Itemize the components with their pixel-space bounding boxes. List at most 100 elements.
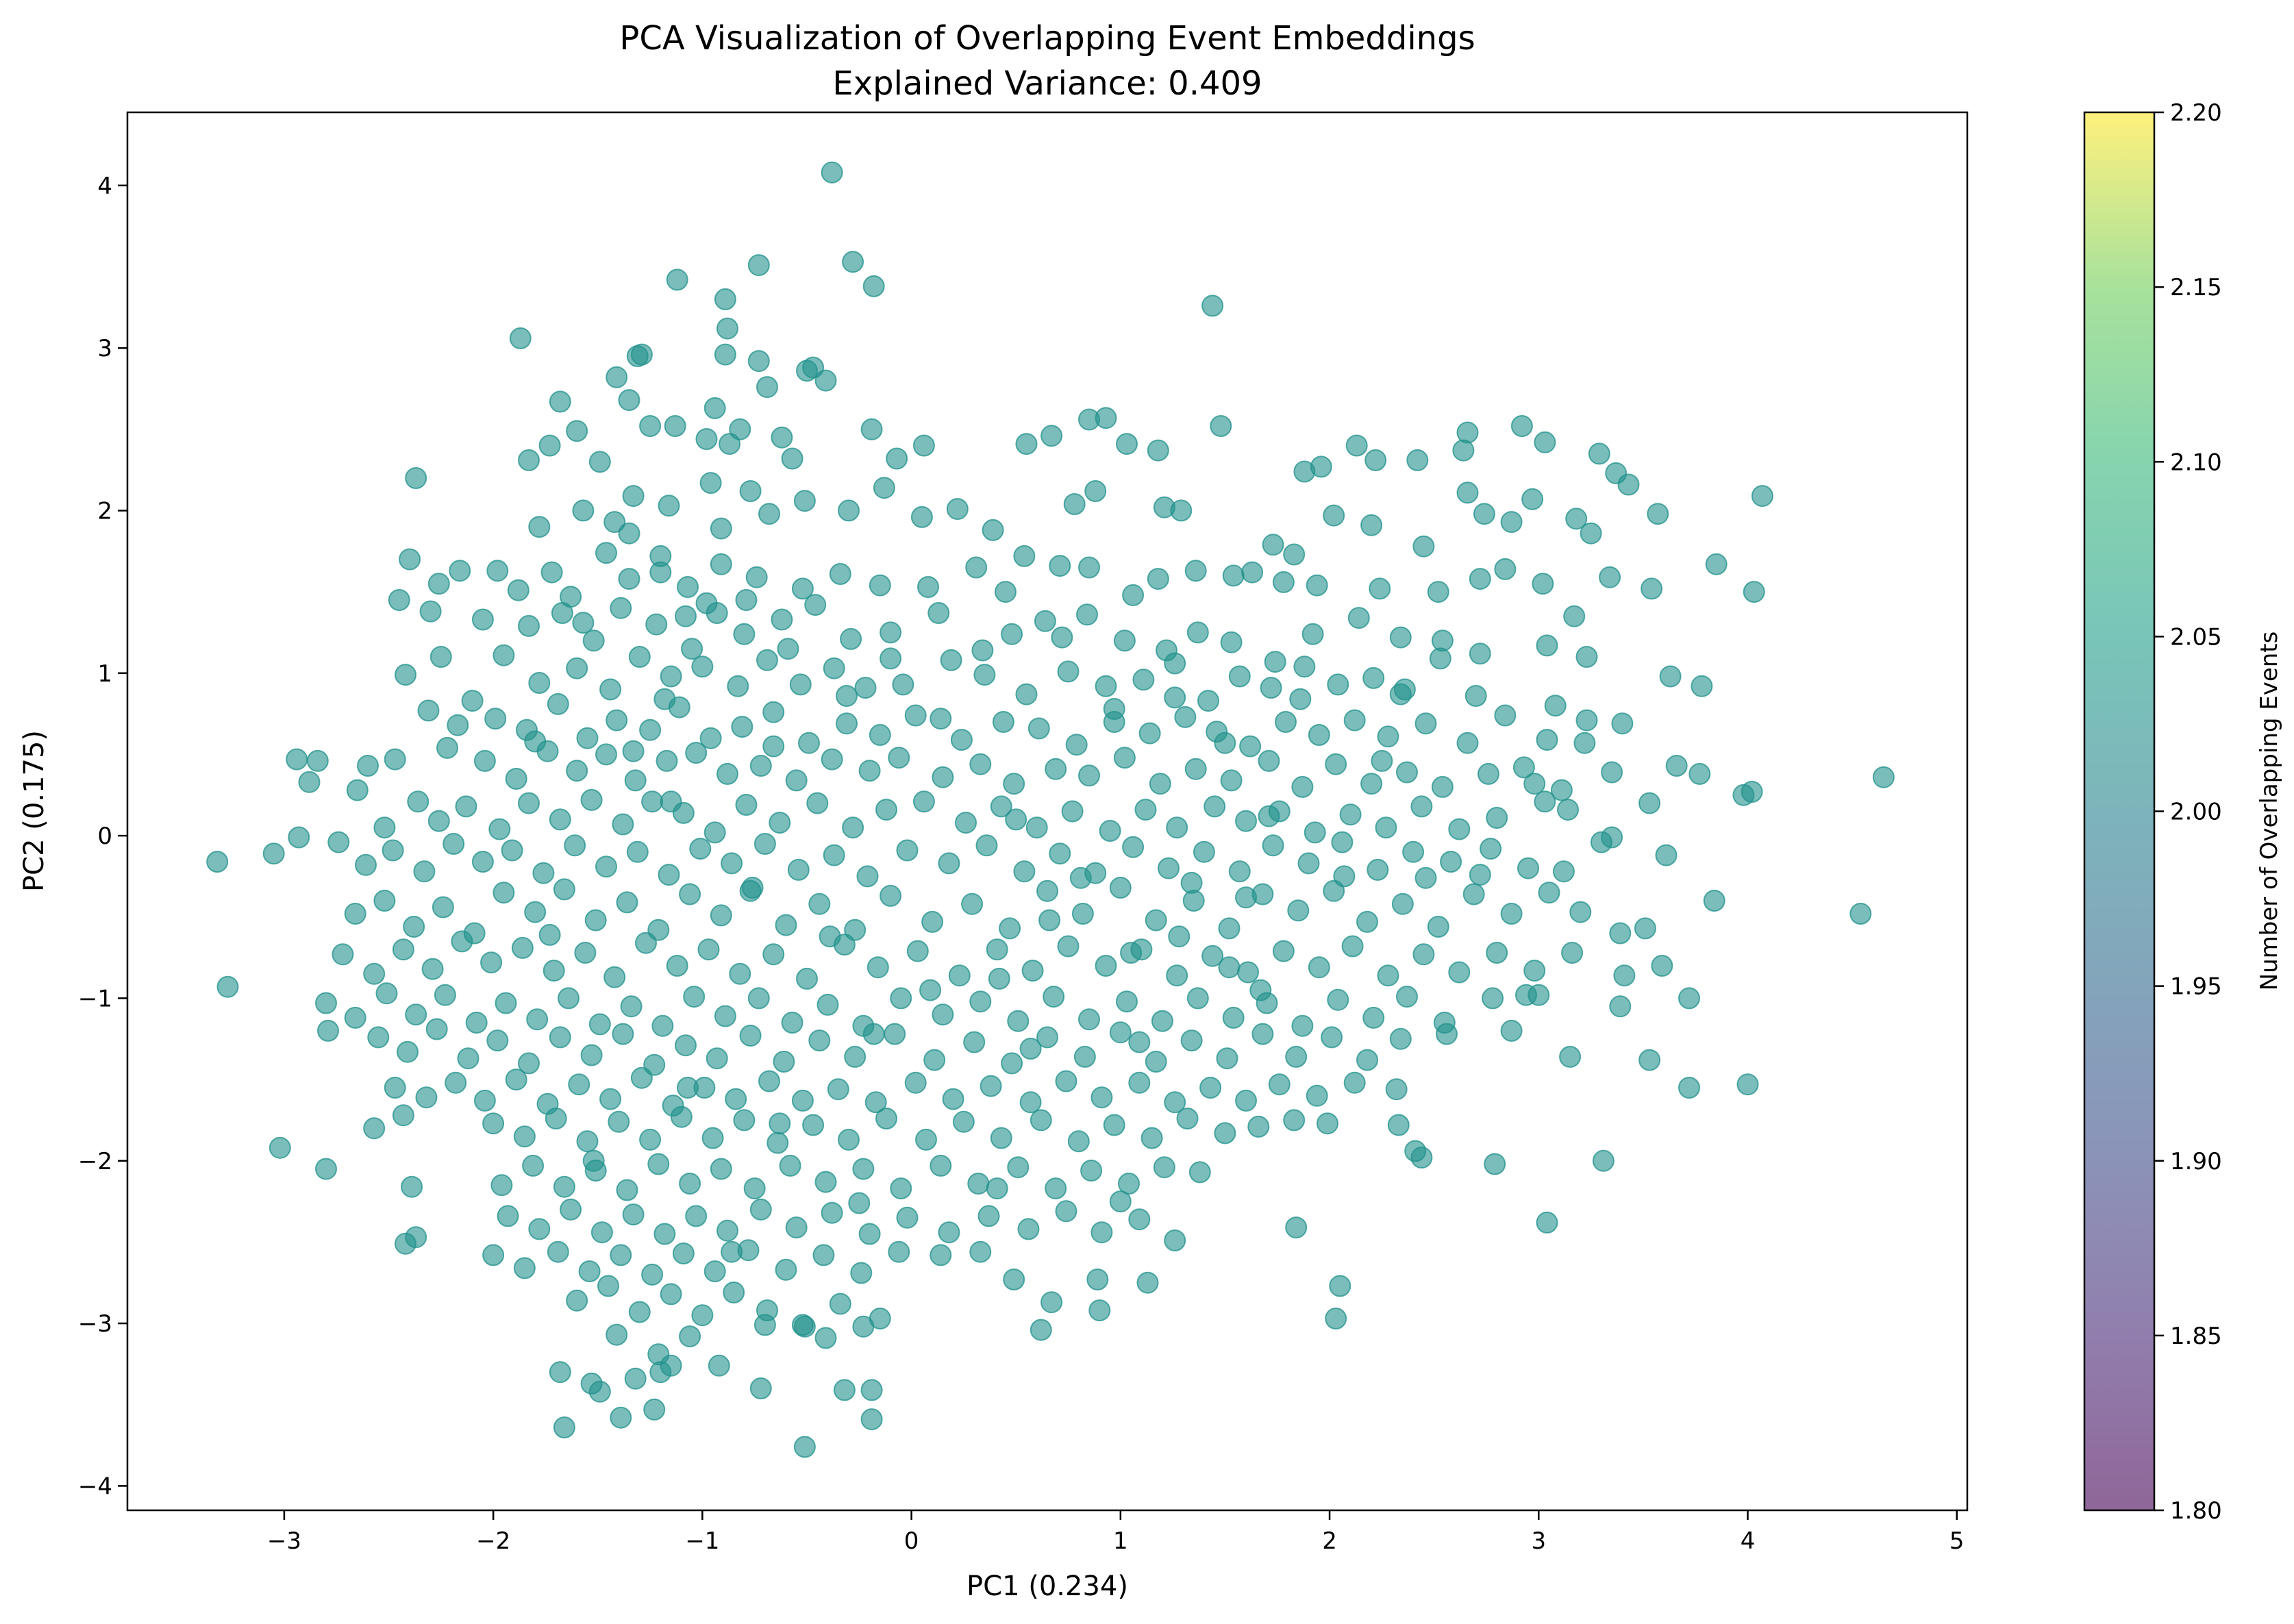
data-point (1402, 840, 1425, 863)
data-point (612, 813, 634, 836)
data-point (948, 964, 971, 987)
colorbar: 1.80 1.85 1.90 1.95 2.00 2.05 2.10 2.15 2.20 Num… (2083, 99, 2283, 1525)
data-point (1045, 758, 1067, 780)
data-point (1262, 534, 1284, 556)
data-point (1174, 705, 1197, 728)
data-point (344, 1006, 366, 1029)
data-point (1086, 1269, 1109, 1290)
data-point (206, 851, 229, 873)
data-point (1389, 626, 1412, 649)
data-point (1262, 834, 1284, 857)
data-point (1168, 925, 1190, 948)
data-point (635, 932, 657, 954)
data-point (888, 1240, 910, 1263)
data-point (749, 1198, 772, 1221)
data-point (969, 753, 992, 775)
data-point (566, 420, 588, 442)
data-point (1109, 1021, 1132, 1044)
data-point (656, 749, 678, 772)
data-point (1360, 514, 1383, 536)
data-point (710, 517, 732, 540)
data-point (1688, 762, 1711, 785)
data-point (1469, 864, 1491, 886)
data-point (1235, 1089, 1257, 1112)
data-point (618, 389, 640, 412)
data-point (814, 369, 837, 392)
data-point (791, 577, 814, 600)
data-point (1469, 568, 1491, 590)
data-point (1456, 482, 1479, 504)
data-point (436, 736, 458, 759)
data-point (528, 516, 551, 538)
data-point (599, 678, 622, 701)
data-point (1659, 665, 1682, 688)
data-point (739, 1025, 762, 1047)
data-point (417, 699, 440, 722)
data-point (1329, 1275, 1351, 1297)
data-point (628, 646, 651, 668)
data-point (1063, 493, 1086, 515)
data-point (618, 522, 640, 545)
data-point (1339, 803, 1362, 826)
data-point (549, 390, 571, 413)
data-point (518, 792, 540, 814)
data-point (599, 1088, 622, 1110)
data-point (1484, 1153, 1506, 1175)
data-point (884, 1023, 906, 1045)
colorbar-tick-label: 2.05 (2170, 623, 2222, 651)
data-point (1201, 945, 1224, 967)
data-point (756, 376, 778, 399)
data-point (1151, 1010, 1173, 1032)
data-point (1283, 1109, 1306, 1132)
data-point (610, 597, 632, 619)
data-point (1134, 799, 1157, 821)
data-point (445, 1071, 467, 1094)
data-point (1436, 1023, 1458, 1045)
data-point (1045, 1177, 1067, 1200)
data-point (1500, 511, 1523, 534)
data-point (505, 768, 527, 790)
data-point (618, 568, 640, 590)
data-point (1377, 964, 1399, 987)
data-point (1565, 508, 1588, 530)
data-point (864, 1091, 887, 1114)
data-point (942, 1088, 964, 1110)
data-point (1347, 607, 1370, 629)
data-point (1414, 712, 1437, 735)
data-point (405, 467, 427, 489)
data-point (735, 794, 758, 816)
data-point (482, 1112, 505, 1135)
data-point (1647, 503, 1669, 525)
data-point (553, 878, 575, 901)
data-point (808, 1029, 831, 1052)
data-point (465, 1012, 488, 1034)
data-point (706, 1047, 728, 1070)
data-point (753, 1314, 776, 1336)
data-point (1563, 605, 1586, 627)
colorbar-tick-label: 2.20 (2170, 99, 2222, 127)
data-point (1297, 852, 1320, 875)
data-point (344, 903, 366, 925)
data-point (590, 1221, 613, 1244)
data-point (1478, 762, 1499, 785)
data-point (649, 545, 672, 567)
data-point (639, 415, 662, 437)
colorbar-tick-label: 1.80 (2170, 1497, 2222, 1525)
data-point (729, 962, 751, 985)
data-point (1456, 421, 1479, 444)
data-point (679, 883, 701, 905)
data-point (357, 755, 379, 777)
data-point (566, 657, 588, 679)
data-point (1164, 1229, 1186, 1251)
data-point (553, 1175, 575, 1198)
data-point (528, 672, 551, 694)
data-point (1325, 1308, 1347, 1329)
data-point (1249, 979, 1272, 1001)
data-point (1486, 807, 1508, 829)
data-point (421, 958, 444, 980)
data-point (1741, 781, 1763, 803)
data-point (880, 621, 902, 644)
data-point (691, 1304, 714, 1327)
data-point (1291, 775, 1314, 798)
